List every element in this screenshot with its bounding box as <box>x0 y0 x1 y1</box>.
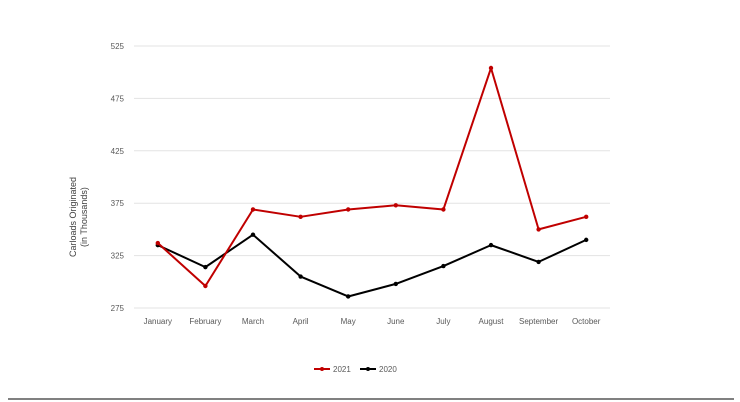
data-point <box>584 237 589 243</box>
x-tick-label: March <box>242 317 264 326</box>
data-point <box>441 263 446 269</box>
data-point <box>393 203 398 208</box>
x-tick-label: June <box>387 317 405 326</box>
x-tick-label: May <box>341 317 356 326</box>
data-point <box>346 207 351 212</box>
x-tick-label: April <box>293 317 309 326</box>
legend: 2021 2020 <box>314 365 397 374</box>
series-2021 <box>155 65 589 289</box>
data-point <box>155 240 160 246</box>
legend-item-2020: 2020 <box>360 365 397 374</box>
legend-label: 2020 <box>379 365 397 374</box>
y-tick-label: 325 <box>111 252 125 261</box>
y-tick-label: 275 <box>111 304 125 313</box>
legend-marker <box>320 367 324 371</box>
data-point <box>298 274 303 279</box>
x-tick-label: September <box>519 317 558 326</box>
y-tick-label: 425 <box>111 147 125 156</box>
y-tick-label: 525 <box>111 42 125 51</box>
data-point <box>488 242 494 248</box>
data-point <box>441 207 446 212</box>
series-2020 <box>155 232 589 299</box>
x-tick-label: January <box>144 317 172 326</box>
x-tick-label: February <box>189 317 221 326</box>
legend-item-2021: 2021 <box>314 365 351 374</box>
legend-label: 2021 <box>333 365 351 374</box>
data-point <box>346 294 351 299</box>
x-tick-label: August <box>479 317 505 326</box>
series-lines <box>155 65 589 299</box>
y-tick-label: 475 <box>111 94 125 103</box>
data-point <box>536 227 541 232</box>
data-point <box>393 281 398 287</box>
data-point <box>536 259 541 265</box>
data-point <box>584 214 589 220</box>
data-point <box>488 65 494 71</box>
y-axis-title-line-2: (in Thousands) <box>79 187 89 247</box>
gridlines <box>134 45 610 309</box>
data-point <box>203 264 208 270</box>
series-line <box>157 67 587 287</box>
data-point <box>298 214 303 220</box>
y-axis-ticks: 275 325 375 425 475 525 <box>111 42 125 313</box>
x-tick-label: July <box>436 317 450 326</box>
legend-marker <box>366 367 370 371</box>
data-point <box>250 207 256 212</box>
x-axis-ticks: January February March April May June July Augu… <box>144 317 601 326</box>
data-point <box>250 232 256 237</box>
x-tick-label: October <box>572 317 601 326</box>
data-point <box>203 283 208 289</box>
series-line <box>157 233 587 298</box>
y-axis-title-line-1: Carloads Originated <box>68 177 78 257</box>
y-tick-label: 375 <box>111 199 125 208</box>
